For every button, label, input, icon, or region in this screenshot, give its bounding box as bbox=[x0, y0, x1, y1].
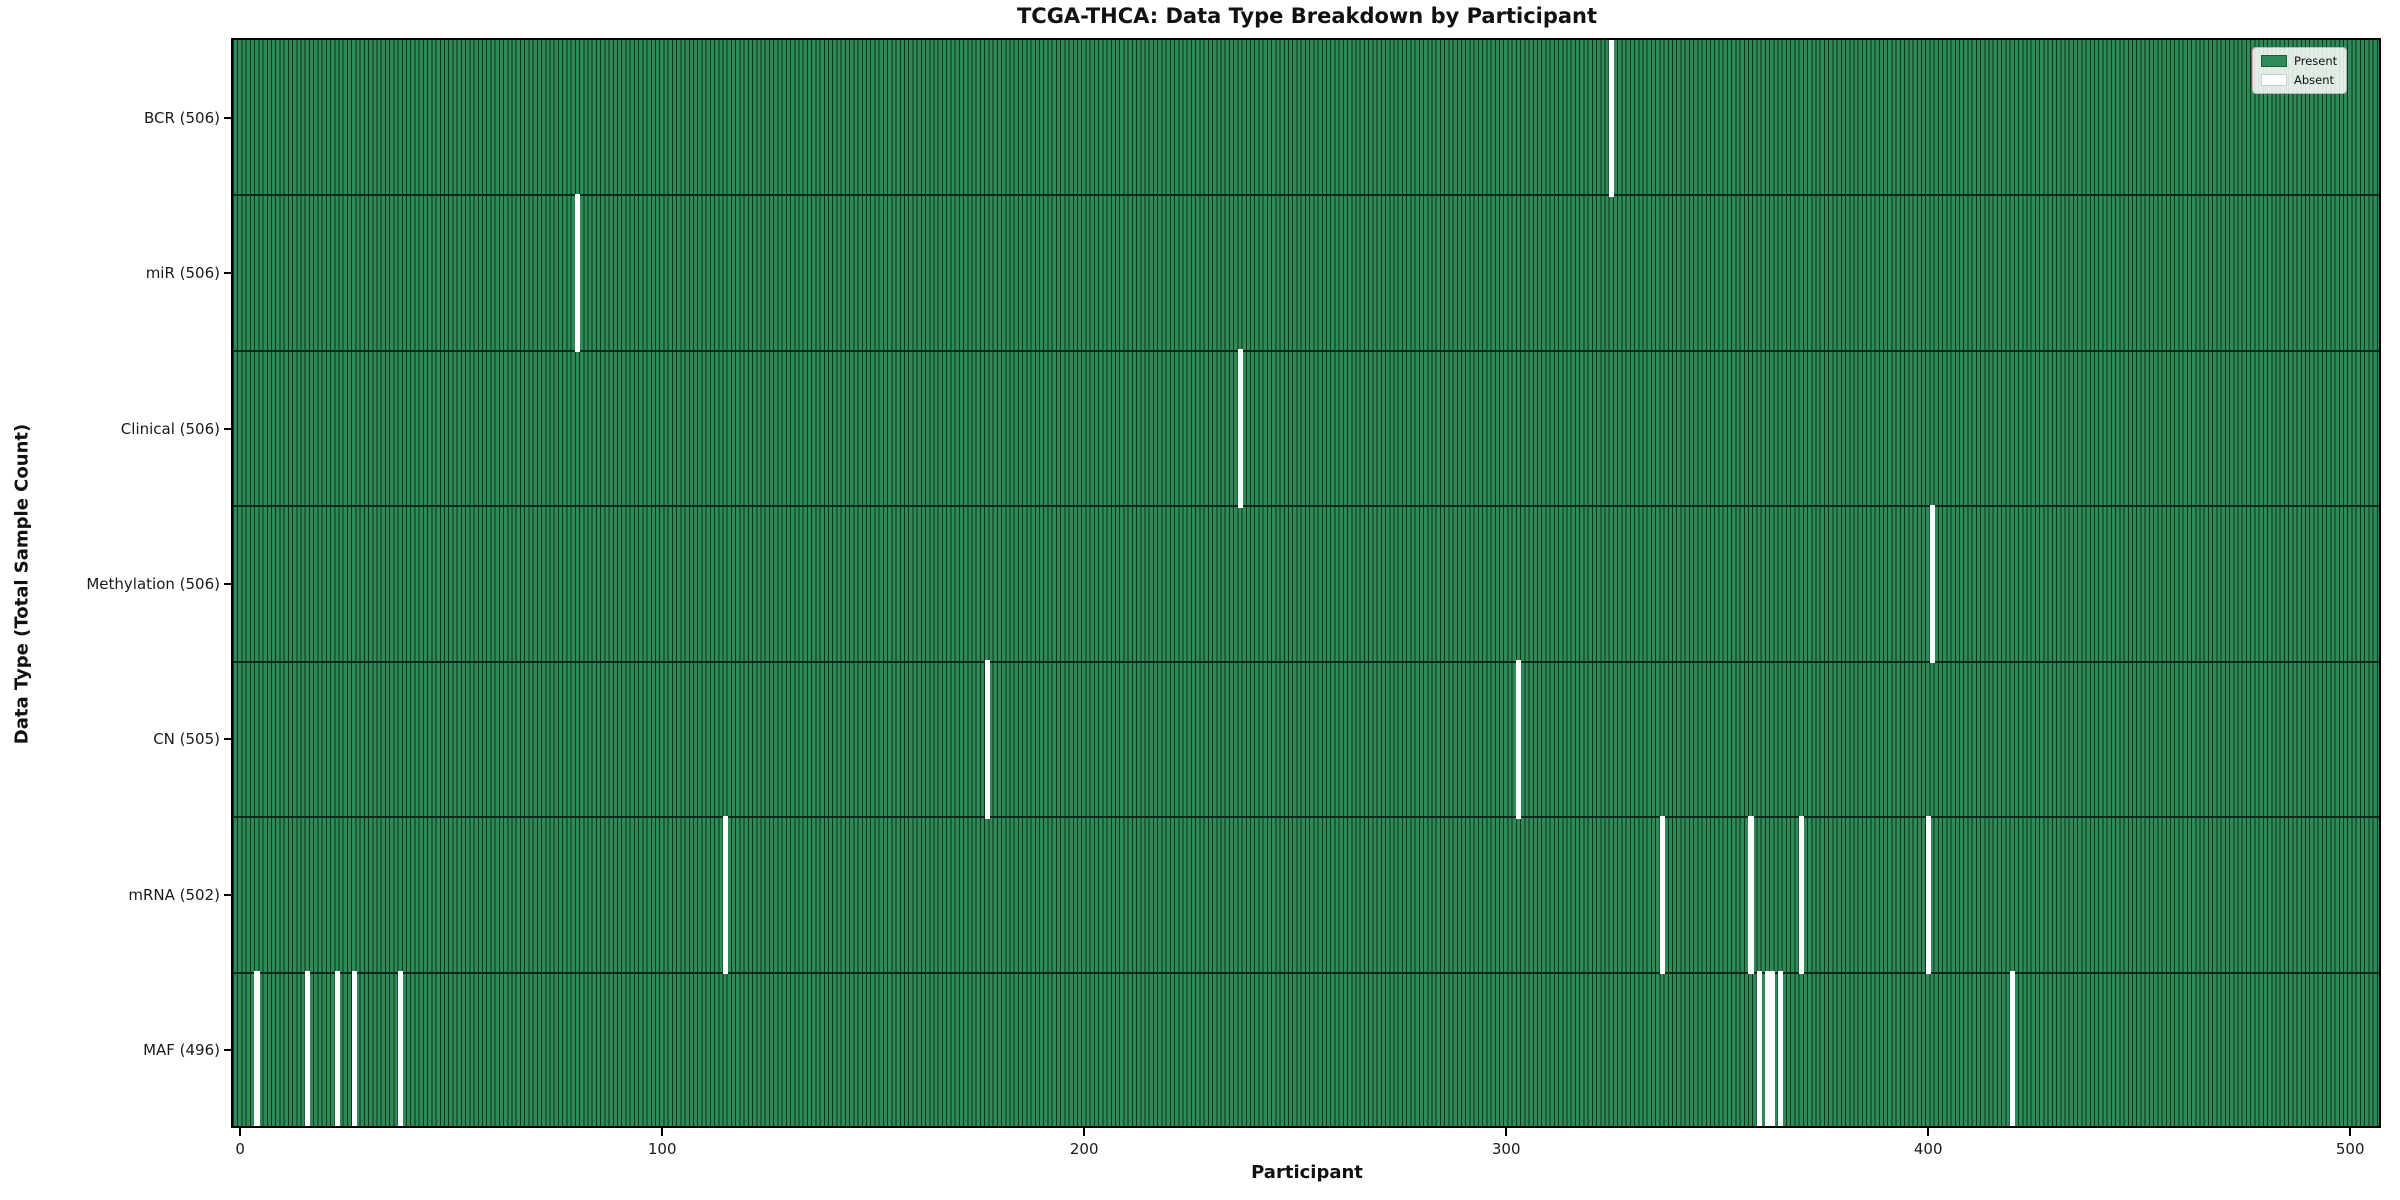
y-tick-mark bbox=[224, 738, 232, 741]
absent-marker bbox=[2009, 971, 2016, 1128]
legend-present-swatch-icon bbox=[2261, 55, 2287, 67]
absent-marker bbox=[984, 660, 990, 819]
absent-marker bbox=[722, 815, 729, 975]
row-Clinical bbox=[233, 350, 2381, 507]
chart-title: TCGA-THCA: Data Type Breakdown by Partic… bbox=[1016, 4, 1598, 28]
legend-absent-label: Absent bbox=[2294, 73, 2335, 87]
absent-marker bbox=[1609, 40, 1615, 197]
row-divider bbox=[233, 816, 2381, 819]
x-tick-label: 400 bbox=[1913, 1140, 1943, 1158]
y-tick-mark bbox=[224, 272, 232, 275]
x-tick-label: 0 bbox=[235, 1140, 245, 1158]
plot-area bbox=[233, 40, 2381, 1128]
x-tick-label: 500 bbox=[2335, 1140, 2365, 1158]
y-tick-label: BCR (506) bbox=[143, 108, 220, 127]
y-tick-mark bbox=[224, 583, 232, 585]
absent-marker bbox=[254, 971, 260, 1128]
y-tick-label: MAF (496) bbox=[143, 1041, 220, 1060]
absent-marker bbox=[1516, 660, 1522, 819]
legend-present-label: Present bbox=[2294, 54, 2338, 68]
y-tick-label: miR (506) bbox=[145, 264, 220, 283]
row-divider bbox=[233, 349, 2381, 352]
y-tick-label: mRNA (502) bbox=[128, 885, 220, 904]
x-tick-mark bbox=[1083, 1128, 1086, 1136]
absent-marker bbox=[1777, 971, 1784, 1128]
absent-marker bbox=[575, 193, 581, 353]
legend-item-present: Present bbox=[2261, 54, 2337, 68]
absent-marker bbox=[1237, 349, 1243, 508]
x-tick-label: 200 bbox=[1069, 1140, 1099, 1158]
row-divider bbox=[233, 194, 2381, 197]
x-tick-mark bbox=[661, 1128, 664, 1136]
x-tick-mark bbox=[1505, 1128, 1508, 1136]
x-tick-label: 300 bbox=[1491, 1140, 1521, 1158]
x-tick-label: 100 bbox=[647, 1140, 677, 1158]
x-tick-mark bbox=[1927, 1128, 1930, 1136]
x-tick-mark bbox=[2349, 1128, 2352, 1136]
row-miR bbox=[233, 195, 2381, 351]
y-tick-label: CN (505) bbox=[153, 730, 220, 749]
row-CN bbox=[233, 661, 2381, 818]
x-tick-mark bbox=[239, 1128, 242, 1136]
x-axis-title: Participant bbox=[1251, 1162, 1363, 1183]
absent-marker bbox=[334, 971, 340, 1128]
row-MAF bbox=[233, 972, 2381, 1128]
absent-marker bbox=[1769, 971, 1775, 1128]
row-divider bbox=[233, 505, 2381, 508]
absent-marker bbox=[397, 971, 404, 1128]
legend: Present Absent bbox=[2252, 47, 2348, 94]
legend-absent-swatch-icon bbox=[2261, 74, 2287, 86]
row-divider bbox=[233, 660, 2381, 663]
absent-marker bbox=[1765, 971, 1771, 1128]
y-tick-mark bbox=[224, 893, 232, 896]
y-tick-mark bbox=[224, 116, 232, 119]
absent-marker bbox=[1659, 815, 1665, 975]
y-axis-title: Data Type (Total Sample Count) bbox=[11, 423, 33, 745]
absent-marker bbox=[351, 971, 357, 1128]
y-tick-mark bbox=[224, 1049, 232, 1052]
absent-marker bbox=[1756, 971, 1762, 1128]
absent-marker bbox=[1798, 815, 1805, 975]
y-tick-mark bbox=[224, 427, 232, 430]
row-Methylation bbox=[233, 506, 2381, 662]
row-divider bbox=[233, 971, 2381, 974]
row-BCR bbox=[233, 40, 2381, 196]
absent-marker bbox=[305, 971, 311, 1128]
absent-marker bbox=[1925, 815, 1931, 975]
absent-marker bbox=[1748, 815, 1754, 975]
y-tick-label: Clinical (506) bbox=[120, 419, 220, 438]
y-tick-label: Methylation (506) bbox=[86, 575, 220, 593]
legend-item-absent: Absent bbox=[2261, 73, 2337, 87]
row-mRNA bbox=[233, 817, 2381, 973]
absent-marker bbox=[1929, 504, 1936, 664]
